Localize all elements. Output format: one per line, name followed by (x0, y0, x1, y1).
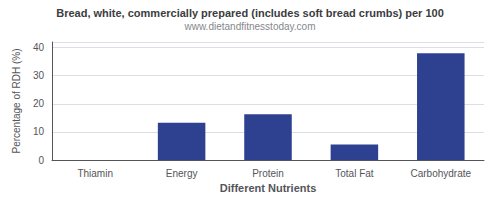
svg-text:Carbohydrate: Carbohydrate (411, 168, 472, 179)
svg-text:Thiamin: Thiamin (77, 168, 113, 179)
svg-text:10: 10 (33, 126, 45, 137)
svg-text:Percentage of RDH (%): Percentage of RDH (%) (11, 48, 22, 153)
svg-text:0: 0 (38, 155, 44, 166)
svg-text:Energy: Energy (166, 168, 198, 179)
svg-text:www.dietandfitnesstoday.com: www.dietandfitnesstoday.com (184, 21, 316, 32)
svg-text:20: 20 (33, 98, 45, 109)
svg-text:40: 40 (33, 42, 45, 53)
svg-text:Protein: Protein (252, 168, 284, 179)
svg-text:Total Fat: Total Fat (335, 168, 374, 179)
svg-text:Different Nutrients: Different Nutrients (220, 182, 317, 194)
svg-text:Bread, white, commercially pre: Bread, white, commercially prepared (inc… (56, 7, 444, 19)
svg-text:30: 30 (33, 70, 45, 81)
